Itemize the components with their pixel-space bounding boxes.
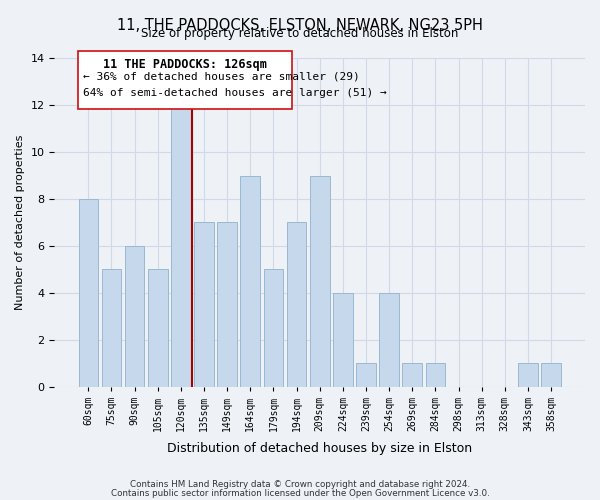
Text: ← 36% of detached houses are smaller (29): ← 36% of detached houses are smaller (29… [83, 71, 359, 81]
Text: Size of property relative to detached houses in Elston: Size of property relative to detached ho… [142, 28, 458, 40]
Bar [379, 293, 399, 386]
Text: 11 THE PADDOCKS: 126sqm: 11 THE PADDOCKS: 126sqm [103, 58, 267, 71]
Bar [356, 363, 376, 386]
Text: Contains public sector information licensed under the Open Government Licence v3: Contains public sector information licen… [110, 488, 490, 498]
Bar [425, 363, 445, 386]
Bar [403, 363, 422, 386]
Bar [125, 246, 145, 386]
Text: Contains HM Land Registry data © Crown copyright and database right 2024.: Contains HM Land Registry data © Crown c… [130, 480, 470, 489]
Bar [241, 176, 260, 386]
Bar [541, 363, 561, 386]
Text: 64% of semi-detached houses are larger (51) →: 64% of semi-detached houses are larger (… [83, 88, 386, 98]
Y-axis label: Number of detached properties: Number of detached properties [15, 134, 25, 310]
Text: 11, THE PADDOCKS, ELSTON, NEWARK, NG23 5PH: 11, THE PADDOCKS, ELSTON, NEWARK, NG23 5… [117, 18, 483, 32]
Bar [310, 176, 329, 386]
Bar [263, 270, 283, 386]
X-axis label: Distribution of detached houses by size in Elston: Distribution of detached houses by size … [167, 442, 472, 455]
Bar [148, 270, 167, 386]
Bar [518, 363, 538, 386]
Bar [101, 270, 121, 386]
Bar [287, 222, 307, 386]
FancyBboxPatch shape [78, 51, 292, 108]
Bar [171, 105, 191, 386]
Bar [194, 222, 214, 386]
Bar [217, 222, 237, 386]
Bar [79, 199, 98, 386]
Bar [333, 293, 353, 386]
